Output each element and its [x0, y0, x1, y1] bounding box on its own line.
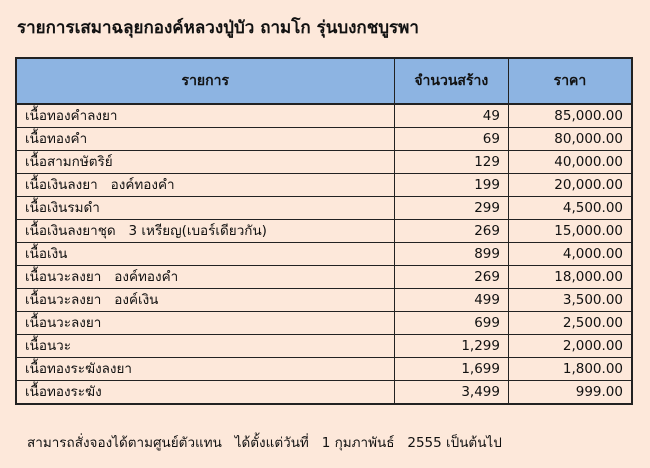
quantity: 69 — [393, 127, 509, 151]
price: 18,000.00 — [507, 265, 633, 289]
quantity: 49 — [393, 103, 509, 128]
header-quantity: จำนวนสร้าง — [393, 57, 509, 105]
item-name: เนื้อสามกษัตริย์ — [15, 150, 395, 174]
item-name: เนื้อนวะ — [15, 334, 395, 358]
table-row: เนื้อนวะ 1,299 2,000.00 — [15, 334, 633, 358]
price: 40,000.00 — [507, 150, 633, 174]
quantity: 1,299 — [393, 334, 509, 358]
price: 3,500.00 — [507, 288, 633, 312]
price: 999.00 — [507, 380, 633, 405]
quantity: 3,499 — [393, 380, 509, 405]
item-name: เนื้อทองระฆังลงยา — [15, 357, 395, 381]
item-name: เนื้อเงิน — [15, 242, 395, 266]
page-title: รายการเสมาฉลุยกองค์หลวงปู่บัว ถามโก รุ่น… — [17, 18, 419, 38]
table-header-row: รายการ จำนวนสร้าง ราคา — [15, 57, 633, 105]
table-row: เนื้อทองคำ 69 80,000.00 — [15, 127, 633, 151]
price: 85,000.00 — [507, 103, 633, 128]
quantity: 269 — [393, 265, 509, 289]
item-name: เนื้อนวะลงยา องค์ทองคำ — [15, 265, 395, 289]
item-name: เนื้อเงินลงยาชุด 3 เหรียญ(เบอร์เดียวกัน) — [15, 219, 395, 243]
price: 15,000.00 — [507, 219, 633, 243]
price: 2,500.00 — [507, 311, 633, 335]
table-row: เนื้อเงินรมดำ 299 4,500.00 — [15, 196, 633, 220]
item-name: เนื้อเงินรมดำ — [15, 196, 395, 220]
table-row: เนื้อเงินลงยาชุด 3 เหรียญ(เบอร์เดียวกัน)… — [15, 219, 633, 243]
quantity: 299 — [393, 196, 509, 220]
price: 20,000.00 — [507, 173, 633, 197]
quantity: 499 — [393, 288, 509, 312]
quantity: 1,699 — [393, 357, 509, 381]
item-name: เนื้อเงินลงยา องค์ทองคำ — [15, 173, 395, 197]
quantity: 269 — [393, 219, 509, 243]
footer-note: สามารถสั่งจองได้ตามศูนย์ตัวแทน ได้ตั้งแต… — [27, 435, 502, 451]
table-row: เนื้อนวะลงยา องค์เงิน 499 3,500.00 — [15, 288, 633, 312]
price: 2,000.00 — [507, 334, 633, 358]
quantity: 899 — [393, 242, 509, 266]
price: 80,000.00 — [507, 127, 633, 151]
item-name: เนื้อทองคำลงยา — [15, 103, 395, 128]
quantity: 699 — [393, 311, 509, 335]
table-row: เนื้อนวะลงยา 699 2,500.00 — [15, 311, 633, 335]
table-row: เนื้อเงิน 899 4,000.00 — [15, 242, 633, 266]
price: 4,500.00 — [507, 196, 633, 220]
price-table: รายการ จำนวนสร้าง ราคา เนื้อทองคำลงยา 49 8… — [15, 57, 633, 405]
table-row: เนื้อทองคำลงยา 49 85,000.00 — [15, 103, 633, 128]
item-name: เนื้อนวะลงยา — [15, 311, 395, 335]
table-row: เนื้อสามกษัตริย์ 129 40,000.00 — [15, 150, 633, 174]
table-row: เนื้อนวะลงยา องค์ทองคำ 269 18,000.00 — [15, 265, 633, 289]
item-name: เนื้อทองคำ — [15, 127, 395, 151]
header-item: รายการ — [15, 57, 395, 105]
item-name: เนื้อนวะลงยา องค์เงิน — [15, 288, 395, 312]
price: 1,800.00 — [507, 357, 633, 381]
table-row: เนื้อทองระฆัง 3,499 999.00 — [15, 380, 633, 405]
quantity: 199 — [393, 173, 509, 197]
price: 4,000.00 — [507, 242, 633, 266]
table-row: เนื้อเงินลงยา องค์ทองคำ 199 20,000.00 — [15, 173, 633, 197]
table-row: เนื้อทองระฆังลงยา 1,699 1,800.00 — [15, 357, 633, 381]
header-price: ราคา — [507, 57, 633, 105]
quantity: 129 — [393, 150, 509, 174]
item-name: เนื้อทองระฆัง — [15, 380, 395, 405]
